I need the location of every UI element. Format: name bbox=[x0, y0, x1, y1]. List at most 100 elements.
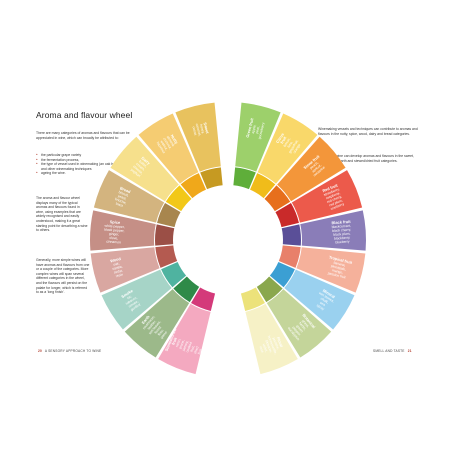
segment-example: pear, bbox=[255, 126, 261, 134]
segment-inner-wood bbox=[155, 245, 178, 268]
segment-example: floor, bbox=[157, 328, 165, 336]
page-number-left: 20 bbox=[38, 349, 42, 353]
segment-example: dried bbox=[193, 346, 200, 355]
segment-example: sea bbox=[319, 301, 326, 307]
segment-title: Wood bbox=[110, 256, 122, 264]
segment-inner-stewed-dried-fruit bbox=[191, 287, 216, 311]
segment-outer-spice bbox=[90, 210, 156, 251]
footer-right: SMELL AND TASTE 21 bbox=[373, 349, 414, 353]
segment-example: lime, bbox=[287, 140, 294, 148]
segment-title: Nutty bbox=[170, 133, 180, 145]
segment-example: raspberry, bbox=[325, 191, 340, 200]
segment-outer-green-fruit bbox=[235, 102, 281, 172]
segment-example: cedar, bbox=[113, 268, 123, 274]
segment-example: brioche, bbox=[114, 197, 127, 205]
segment-outer-red-fruit bbox=[291, 170, 363, 223]
wheel-segment-botanical: Botanicalgrass,herbs,greenpepper,eucalyp… bbox=[256, 276, 332, 358]
segment-title: Floral bbox=[276, 336, 285, 348]
segment-example: blossom, bbox=[264, 339, 273, 353]
segment-example: cranberry bbox=[330, 202, 345, 211]
right-body-paragraph-2: With age, a wine can develop aromas and … bbox=[318, 154, 414, 163]
segment-example: tar, bbox=[126, 294, 132, 300]
list-item: the type of vessel used in winemaking (a… bbox=[36, 162, 146, 171]
wheel-segment-stewed-dried-fruit: Stewed/driedfruitraisin,prune,jammy,cook… bbox=[158, 287, 216, 375]
segment-example: game bbox=[160, 330, 169, 339]
segment-inner-botanical bbox=[256, 276, 283, 303]
segment-inner-stone-fruit bbox=[264, 185, 291, 212]
segment-title: Citrus bbox=[275, 132, 285, 144]
segment-example: cream, bbox=[135, 162, 146, 172]
segment-title: Green fruit bbox=[245, 117, 255, 138]
segment-example: clove, bbox=[109, 236, 118, 241]
segment-example: grapefruit, bbox=[288, 139, 300, 154]
segment-outer-stewed-dried-fruit bbox=[158, 303, 211, 375]
segment-outer-nutty bbox=[138, 113, 199, 184]
segment-example: banana, bbox=[333, 261, 346, 268]
segment-example: jasmine, bbox=[271, 336, 280, 350]
segment-example: oak, bbox=[113, 261, 120, 266]
segment-example: leather, bbox=[147, 319, 157, 330]
segment-title: Black fruit bbox=[331, 219, 351, 225]
segment-example: herbs, bbox=[298, 321, 307, 331]
page-number-right: 21 bbox=[407, 349, 412, 353]
segment-outer-earth bbox=[124, 289, 190, 358]
segment-example: almond, bbox=[166, 135, 176, 147]
segment-example: yoghurt bbox=[130, 168, 141, 178]
segment-example: fruit bbox=[197, 348, 203, 355]
segment-example: smoke, bbox=[128, 299, 139, 308]
segment-outer-sweet bbox=[175, 102, 221, 172]
segment-outer-tropical-fruit bbox=[296, 247, 366, 293]
segment-example: apple, bbox=[251, 124, 257, 134]
segment-inner-spice bbox=[155, 224, 175, 246]
segment-outer-bread bbox=[93, 170, 165, 223]
segment-inner-mineral bbox=[269, 262, 295, 288]
segment-example: ginger, bbox=[109, 232, 120, 237]
segment-inner-smoke bbox=[161, 262, 187, 288]
list-item: the fermentation process, bbox=[36, 158, 146, 163]
segment-example: mango, bbox=[332, 268, 344, 275]
segment-example: white pepper, bbox=[104, 224, 125, 229]
factor-list: the particular grape variety the ferment… bbox=[36, 153, 146, 176]
segment-example: cheese, bbox=[132, 165, 144, 176]
segment-title: Sweet bbox=[203, 122, 211, 135]
segment-inner-dairy bbox=[165, 185, 192, 212]
segment-example: hazelnut bbox=[156, 141, 166, 154]
right-body-paragraph-1: Winemaking vessels and techniques can co… bbox=[318, 127, 418, 136]
segment-example: strawberry, bbox=[323, 187, 340, 197]
segment-example: gooseberry bbox=[257, 122, 265, 140]
segment-example: cooked bbox=[185, 341, 193, 353]
segment-example: pepper, bbox=[291, 326, 301, 337]
segment-example: vanilla, bbox=[112, 265, 123, 271]
segment-example: rose bbox=[258, 346, 264, 354]
segment-outer-dairy bbox=[110, 136, 179, 202]
segment-example: red cherry, bbox=[326, 194, 342, 204]
segment-outer-citrus-fruit bbox=[257, 113, 318, 184]
running-head-left: A SENSORY APPROACH TO WINE bbox=[44, 349, 102, 353]
segment-inner-bread bbox=[157, 203, 181, 228]
segment-inner-red-fruit bbox=[275, 203, 299, 228]
segment-inner-earth bbox=[173, 276, 200, 303]
running-head-right: SMELL AND TASTE bbox=[373, 349, 405, 353]
segment-outer-smoke bbox=[101, 269, 172, 330]
segment-inner-sweet bbox=[200, 167, 223, 190]
